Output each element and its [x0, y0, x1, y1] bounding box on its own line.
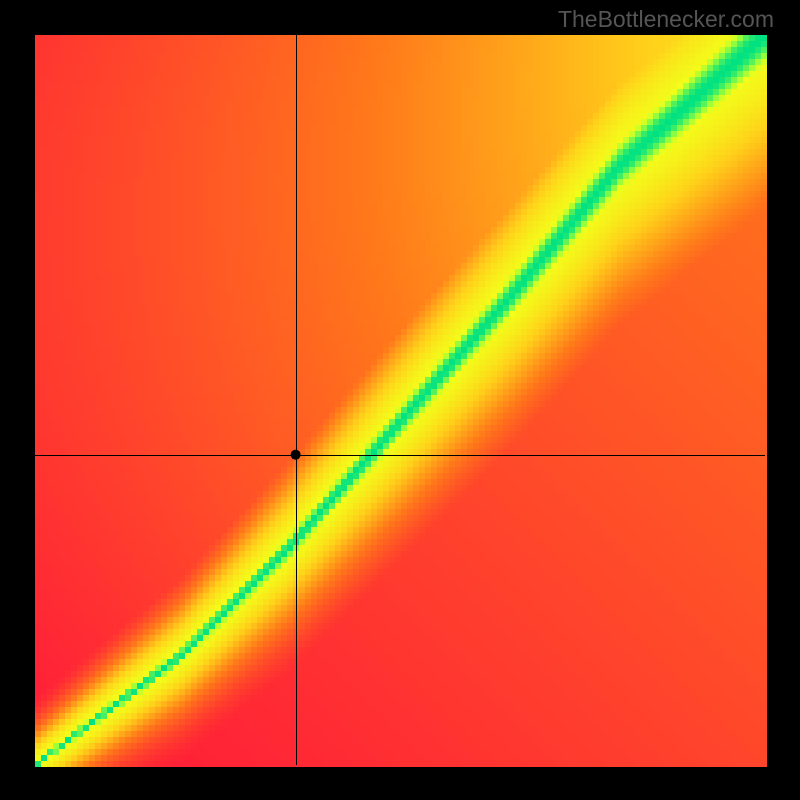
watermark-text: TheBottlenecker.com — [558, 6, 774, 33]
chart-container: { "type": "heatmap", "source_watermark":… — [0, 0, 800, 800]
heatmap-canvas — [0, 0, 800, 800]
